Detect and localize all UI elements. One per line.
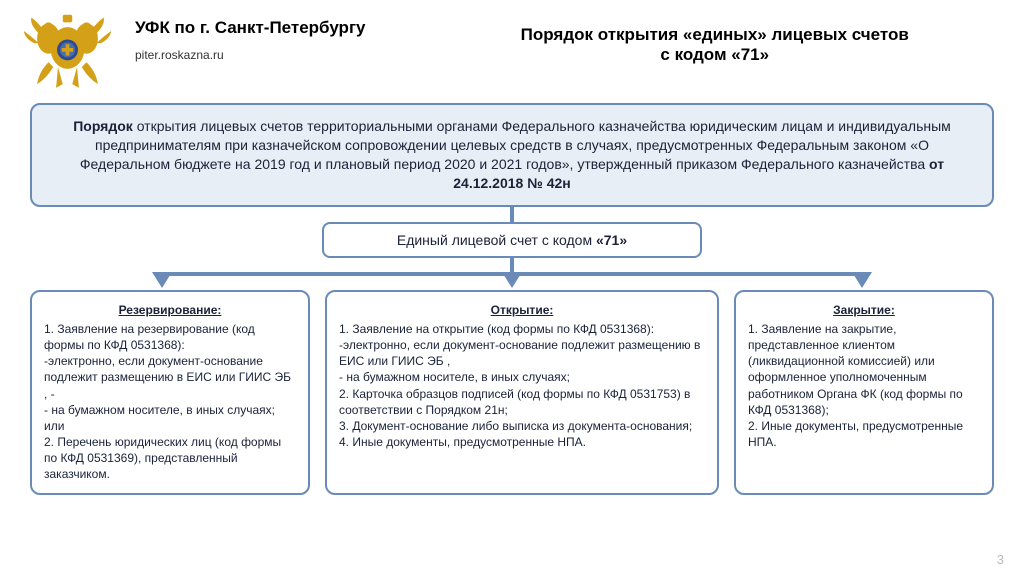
connector-1	[510, 207, 514, 222]
arrow-down-icon	[852, 272, 872, 288]
branch-connector	[40, 258, 984, 290]
header-left: УФК по г. Санкт-Петербургу piter.roskazn…	[135, 10, 365, 62]
col-close-title: Закрытие:	[748, 302, 980, 318]
col-reserve: Резервирование: 1. Заявление на резервир…	[30, 290, 310, 495]
emblem-icon	[20, 10, 115, 90]
col-reserve-title: Резервирование:	[44, 302, 296, 318]
sub-code: «71»	[596, 232, 627, 248]
sub-box: Единый лицевой счет с кодом «71»	[322, 222, 702, 258]
arrow-down-icon	[152, 272, 172, 288]
intro-prefix: Порядок	[73, 118, 137, 134]
columns: Резервирование: 1. Заявление на резервир…	[0, 290, 1024, 495]
arrow-down-icon	[502, 272, 522, 288]
site-url: piter.roskazna.ru	[135, 48, 365, 62]
title-line1: Порядок открытия «единых» лицевых счетов	[521, 25, 909, 44]
col-open: Открытие: 1. Заявление на открытие (код …	[325, 290, 719, 495]
header: УФК по г. Санкт-Петербургу piter.roskazn…	[0, 0, 1024, 95]
page-number: 3	[997, 552, 1004, 567]
intro-body: открытия лицевых счетов территориальными…	[80, 118, 951, 172]
sub-prefix: Единый лицевой счет с кодом	[397, 232, 596, 248]
col-close: Закрытие: 1. Заявление на закрытие, пред…	[734, 290, 994, 495]
col-close-body: 1. Заявление на закрытие, представленное…	[748, 321, 980, 451]
main-title: Порядок открытия «единых» лицевых счетов…	[365, 25, 1004, 65]
col-open-body: 1. Заявление на открытие (код формы по К…	[339, 321, 705, 451]
intro-box: Порядок открытия лицевых счетов территор…	[30, 103, 994, 207]
org-name: УФК по г. Санкт-Петербургу	[135, 18, 365, 38]
col-open-title: Открытие:	[339, 302, 705, 318]
col-reserve-body: 1. Заявление на резервирование (код форм…	[44, 321, 296, 483]
title-line2: с кодом «71»	[660, 45, 769, 64]
